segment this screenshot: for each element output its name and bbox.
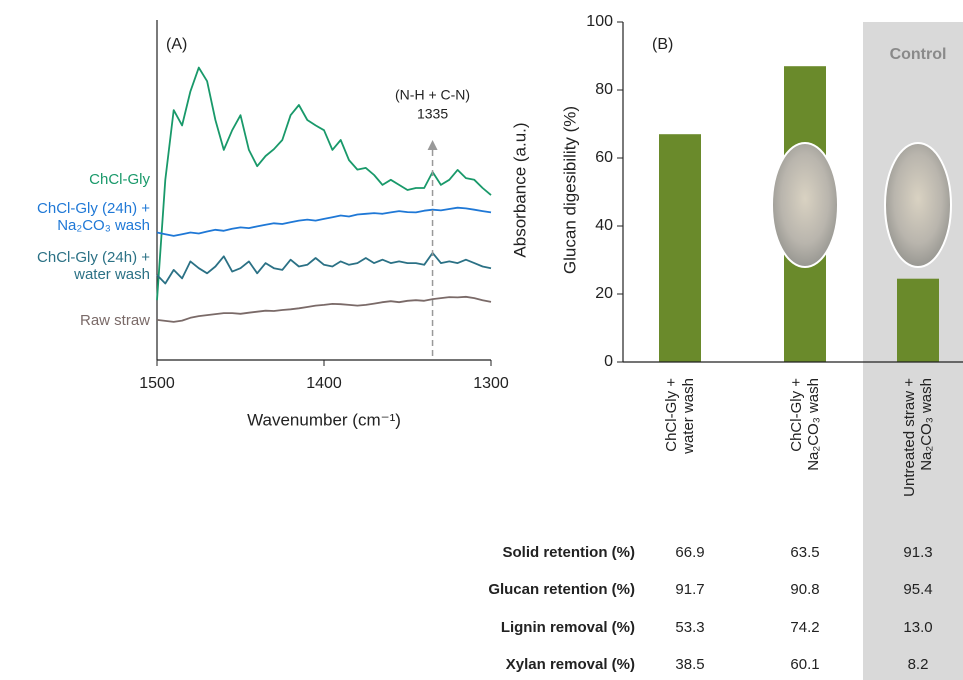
x-tick-label: Untreated straw + Na₂CO₃ wash <box>901 378 935 497</box>
y-tick-label: 0 <box>604 353 613 370</box>
series-label: ChCl-Gly <box>89 171 150 188</box>
row-label: Glucan retention (%) <box>488 581 635 598</box>
x-axis-title: Wavenumber (cm⁻¹) <box>247 410 401 429</box>
sample-photo <box>884 142 952 268</box>
table-value: 74.2 <box>790 619 820 636</box>
marker-value: 1335 <box>417 106 448 122</box>
spectrum-line <box>156 66 492 301</box>
bar <box>897 278 939 362</box>
bar <box>659 134 701 362</box>
spectrum-line <box>156 252 492 285</box>
marker-label: (N-H + C-N) <box>395 87 470 103</box>
y-tick-label: 20 <box>595 285 613 302</box>
x-tick-label: ChCl-Gly + Na₂CO₃ wash <box>788 378 822 471</box>
table-value: 8.2 <box>907 656 929 673</box>
table-value: 63.5 <box>790 544 820 561</box>
x-tick-label: 1300 <box>473 375 509 392</box>
table-value: 53.3 <box>675 619 705 636</box>
x-tick-label: 1400 <box>306 375 342 392</box>
y-tick-label: 100 <box>586 13 613 30</box>
spectrum-line <box>156 295 492 323</box>
y-axis-title: Glucan digesibility (%) <box>560 106 579 274</box>
panel-label: (A) <box>166 36 187 53</box>
table-value: 91.7 <box>675 581 705 598</box>
series-label: ChCl-Gly (24h) + Na₂CO₃ wash <box>37 200 150 234</box>
marker-arrow <box>427 140 438 150</box>
row-label: Xylan removal (%) <box>505 656 635 673</box>
series-label: ChCl-Gly (24h) + water wash <box>37 249 150 283</box>
table-value: 13.0 <box>903 619 933 636</box>
control-label: Control <box>890 46 947 63</box>
series-label: Raw straw <box>79 312 150 329</box>
table-value: 95.4 <box>903 581 933 598</box>
x-tick-label: 1500 <box>139 375 175 392</box>
y-axis-title: Absorbance (a.u.) <box>510 122 529 257</box>
y-tick-label: 40 <box>595 217 613 234</box>
y-tick-label: 60 <box>595 149 613 166</box>
row-label: Lignin removal (%) <box>500 619 635 636</box>
row-label: Solid retention (%) <box>502 544 636 561</box>
spectrum-line <box>156 206 492 237</box>
table-value: 60.1 <box>790 656 820 673</box>
panel-label: (B) <box>652 36 673 53</box>
x-tick-label: ChCl-Gly + water wash <box>663 378 697 454</box>
y-tick-label: 80 <box>595 81 613 98</box>
table-value: 38.5 <box>675 656 705 673</box>
table-value: 66.9 <box>675 544 705 561</box>
table-value: 91.3 <box>903 544 933 561</box>
sample-photo <box>771 142 839 268</box>
table-value: 90.8 <box>790 581 820 598</box>
